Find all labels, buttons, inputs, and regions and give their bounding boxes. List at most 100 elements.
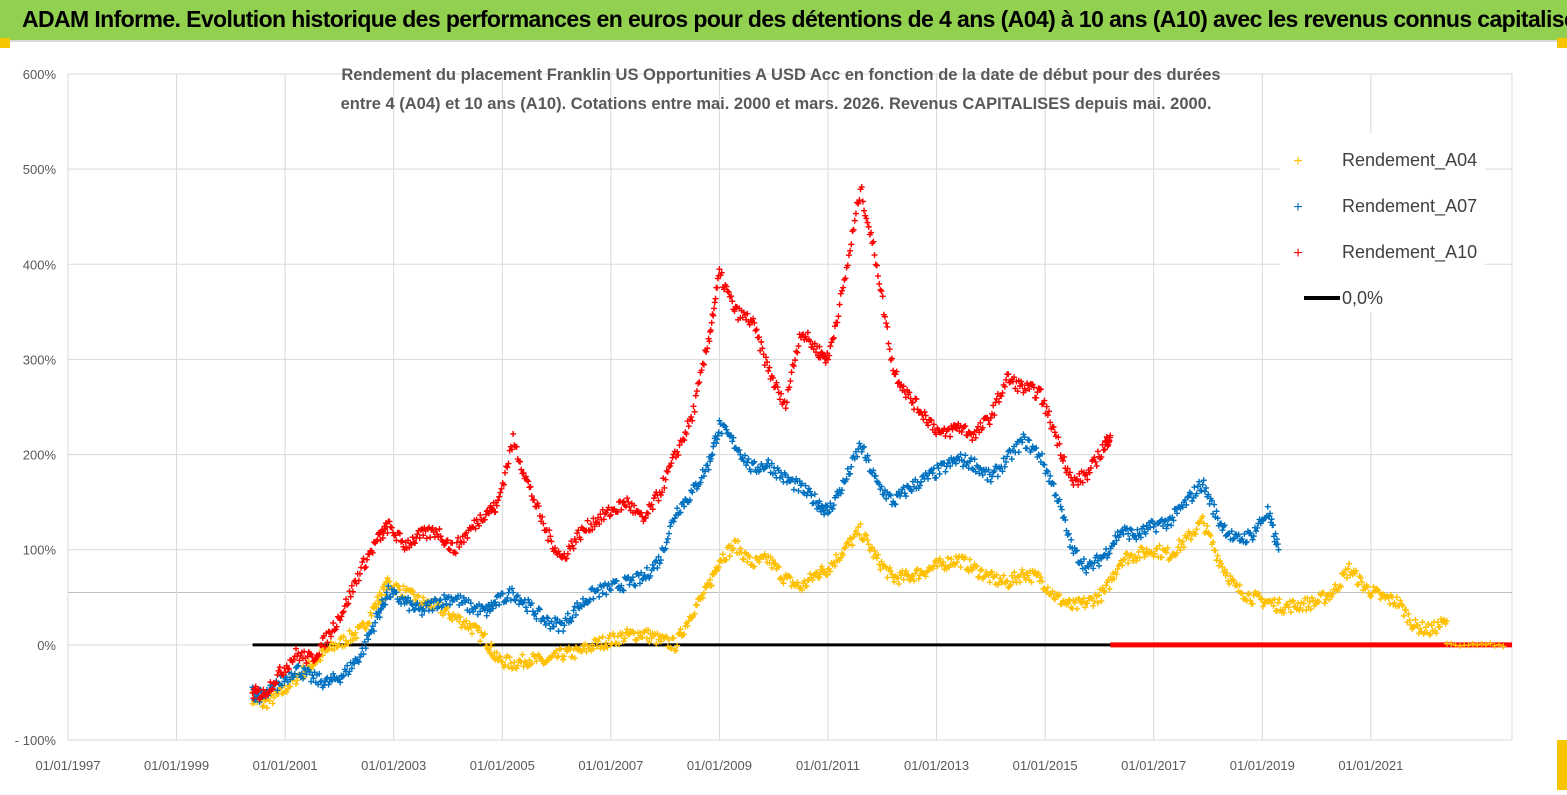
point-a04 xyxy=(487,643,494,650)
point-a10 xyxy=(900,383,907,390)
point-a10 xyxy=(649,506,656,513)
point-a04 xyxy=(794,579,801,586)
point-a07 xyxy=(1094,557,1101,564)
point-a04 xyxy=(973,563,980,570)
point-a07 xyxy=(686,496,693,503)
point-a10 xyxy=(1072,477,1079,484)
point-a10 xyxy=(991,412,998,419)
point-a10 xyxy=(666,463,673,470)
point-a04 xyxy=(496,654,503,661)
point-a10 xyxy=(975,423,982,430)
point-a04 xyxy=(1103,582,1110,589)
point-a04 xyxy=(957,564,964,571)
points-layer xyxy=(249,184,1512,711)
point-a04 xyxy=(887,567,894,574)
point-a04 xyxy=(1000,572,1007,579)
x-tick-label: 01/01/2019 xyxy=(1230,758,1295,773)
point-a04 xyxy=(801,578,808,585)
point-a04 xyxy=(1448,640,1455,647)
point-a10 xyxy=(1092,458,1099,465)
point-a10 xyxy=(1001,383,1008,390)
point-a07 xyxy=(378,605,385,612)
point-a04 xyxy=(350,637,356,644)
point-a10 xyxy=(861,207,868,214)
point-a07 xyxy=(504,594,511,601)
point-a07 xyxy=(1093,552,1100,559)
point-a04 xyxy=(1412,616,1419,623)
point-a04 xyxy=(922,573,929,580)
point-a10 xyxy=(792,357,799,364)
point-a10 xyxy=(774,384,781,391)
point-a07 xyxy=(588,586,595,593)
point-a10 xyxy=(769,374,776,381)
point-a07 xyxy=(1183,501,1190,508)
legend-label-a04: Rendement_A04 xyxy=(1342,150,1477,171)
point-a10 xyxy=(871,252,878,259)
point-a07 xyxy=(1065,530,1072,537)
point-a07 xyxy=(1211,501,1218,508)
point-a04 xyxy=(708,582,715,589)
point-a07 xyxy=(730,434,737,441)
point-a04 xyxy=(930,562,937,569)
point-a04 xyxy=(1246,590,1253,597)
point-a10 xyxy=(933,431,940,438)
point-a04 xyxy=(1320,589,1327,596)
point-a07 xyxy=(1136,530,1143,537)
point-a07 xyxy=(729,438,736,445)
point-a07 xyxy=(1096,562,1103,569)
point-a10 xyxy=(698,367,705,374)
point-a04 xyxy=(400,583,407,590)
point-a04 xyxy=(1417,625,1424,632)
point-a10 xyxy=(703,348,710,355)
point-a04 xyxy=(1425,620,1432,627)
point-a04 xyxy=(365,621,372,627)
point-a04 xyxy=(1094,599,1101,606)
point-a07 xyxy=(664,535,671,542)
point-a07 xyxy=(848,463,855,470)
x-tick-label: 01/01/2007 xyxy=(578,758,643,773)
point-a04 xyxy=(1391,599,1398,606)
point-a10 xyxy=(952,425,959,432)
point-a04 xyxy=(944,554,951,561)
point-a04 xyxy=(850,534,857,541)
point-a10 xyxy=(518,466,525,473)
point-a07 xyxy=(795,487,802,494)
point-a07 xyxy=(656,560,663,567)
point-a07 xyxy=(1214,515,1221,522)
point-a04 xyxy=(863,532,870,539)
point-a10 xyxy=(890,367,897,374)
point-a07 xyxy=(1119,527,1126,534)
point-a04 xyxy=(366,619,373,626)
point-a10 xyxy=(1002,376,1009,383)
banner-title: ADAM Informe. Evolution historique des p… xyxy=(22,6,1567,32)
point-a07 xyxy=(743,462,750,469)
point-a10 xyxy=(962,423,969,430)
point-a07 xyxy=(883,495,890,502)
point-a07 xyxy=(655,553,662,560)
point-a04 xyxy=(469,630,476,637)
point-a07 xyxy=(714,436,721,443)
point-a07 xyxy=(726,433,733,440)
point-a04 xyxy=(259,703,266,710)
point-a04 xyxy=(702,583,709,590)
point-a10 xyxy=(584,517,591,524)
point-a07 xyxy=(514,592,521,599)
point-a07 xyxy=(283,674,290,681)
point-a10 xyxy=(290,656,297,663)
point-a07 xyxy=(561,622,568,629)
point-a04 xyxy=(907,576,914,583)
point-a10 xyxy=(885,340,892,347)
point-a07 xyxy=(393,589,400,596)
point-a10 xyxy=(1044,412,1051,419)
point-a07 xyxy=(525,596,532,603)
legend-box xyxy=(1280,134,1485,312)
point-a10 xyxy=(793,348,800,355)
point-a07 xyxy=(492,599,499,606)
y-tick-label: - 100% xyxy=(15,733,57,748)
point-a04 xyxy=(345,640,352,647)
point-a04 xyxy=(528,660,535,667)
point-a07 xyxy=(629,574,636,581)
point-a07 xyxy=(702,468,709,475)
point-a07 xyxy=(1247,529,1254,536)
corner-marker-left xyxy=(0,38,10,48)
